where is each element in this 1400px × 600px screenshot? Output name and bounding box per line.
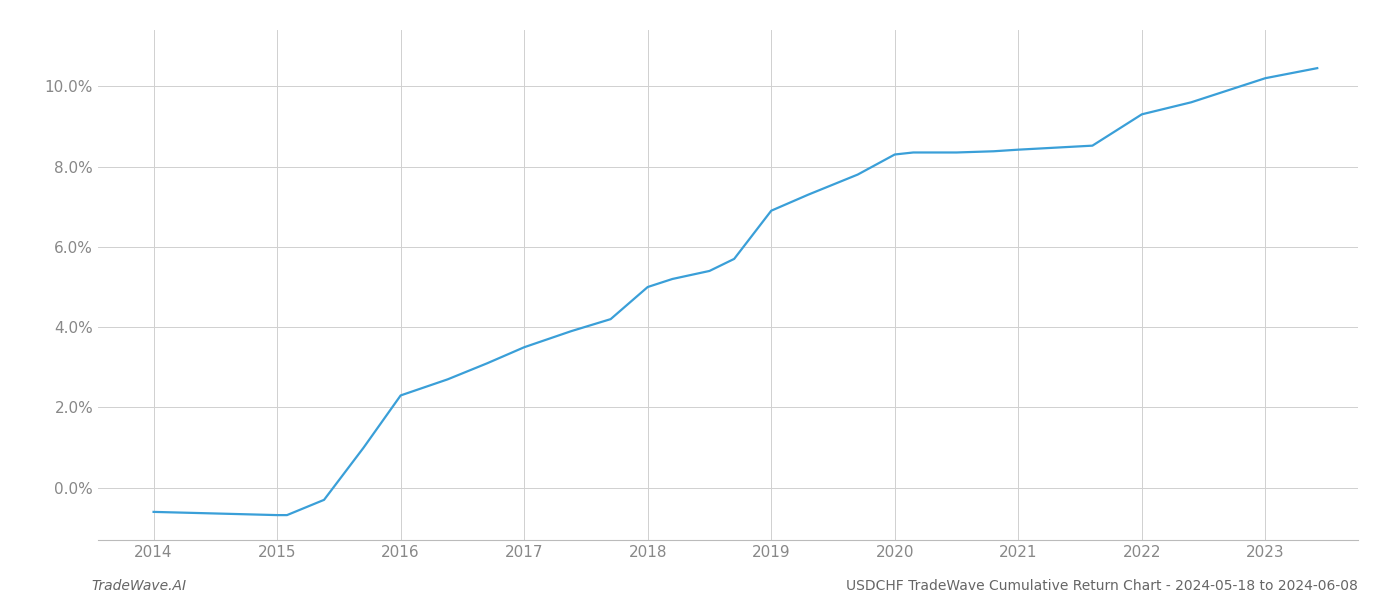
Text: TradeWave.AI: TradeWave.AI xyxy=(91,579,186,593)
Text: USDCHF TradeWave Cumulative Return Chart - 2024-05-18 to 2024-06-08: USDCHF TradeWave Cumulative Return Chart… xyxy=(846,579,1358,593)
